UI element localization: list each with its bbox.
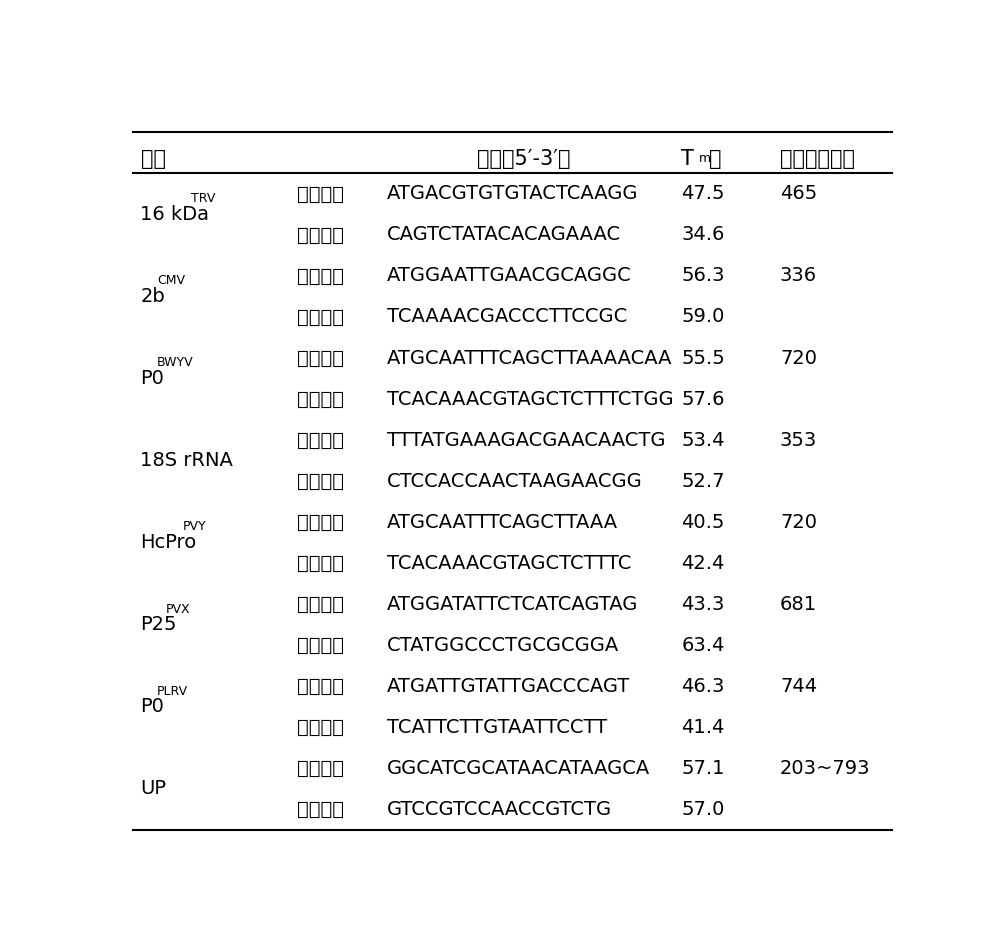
Text: CMV: CMV — [157, 275, 185, 287]
Text: ATGATTGTATTGACCCAGT: ATGATTGTATTGACCCAGT — [387, 677, 630, 696]
Text: （正向）: （正向） — [297, 348, 344, 367]
Text: 720: 720 — [780, 512, 817, 531]
Text: 16 kDa: 16 kDa — [140, 205, 210, 223]
Text: BWYV: BWYV — [157, 356, 194, 369]
Text: CTATGGCCCTGCGCGGA: CTATGGCCCTGCGCGGA — [387, 635, 619, 654]
Text: 18S rRNA: 18S rRNA — [140, 451, 233, 470]
Text: （正向）: （正向） — [297, 677, 344, 696]
Text: （反向）: （反向） — [297, 225, 344, 244]
Text: 值: 值 — [709, 149, 722, 169]
Text: GGCATCGCATAACATAAGCA: GGCATCGCATAACATAAGCA — [387, 759, 650, 777]
Text: （反向）: （反向） — [297, 389, 344, 408]
Text: 40.5: 40.5 — [681, 512, 725, 531]
Text: ATGGATATTCTCATCAGTAG: ATGGATATTCTCATCAGTAG — [387, 595, 638, 614]
Text: HcPro: HcPro — [140, 533, 197, 552]
Text: TCACAAACGTAGCTCTTTC: TCACAAACGTAGCTCTTTC — [387, 554, 631, 573]
Text: PVX: PVX — [166, 602, 190, 616]
Text: 34.6: 34.6 — [681, 225, 725, 244]
Text: TCAAAACGACCCTTCCGC: TCAAAACGACCCTTCCGC — [387, 308, 627, 327]
Text: PLRV: PLRV — [157, 685, 188, 698]
Text: 59.0: 59.0 — [681, 308, 725, 327]
Text: PVY: PVY — [182, 521, 206, 533]
Text: 序列（5′-3′）: 序列（5′-3′） — [477, 149, 571, 169]
Text: ATGGAATTGAACGCAGGC: ATGGAATTGAACGCAGGC — [387, 266, 632, 285]
Text: （反向）: （反向） — [297, 472, 344, 491]
Text: 41.4: 41.4 — [681, 718, 725, 737]
Text: UP: UP — [140, 779, 166, 798]
Text: 353: 353 — [780, 431, 817, 450]
Text: ATGACGTGTGTACTCAAGG: ATGACGTGTGTACTCAAGG — [387, 185, 638, 204]
Text: 引物: 引物 — [140, 149, 166, 169]
Text: （反向）: （反向） — [297, 635, 344, 654]
Text: 43.3: 43.3 — [681, 595, 725, 614]
Text: 46.3: 46.3 — [681, 677, 725, 696]
Text: （正向）: （正向） — [297, 595, 344, 614]
Text: 42.4: 42.4 — [681, 554, 725, 573]
Text: ATGCAATTTCAGCTTAAA: ATGCAATTTCAGCTTAAA — [387, 512, 618, 531]
Text: （正向）: （正向） — [297, 431, 344, 450]
Text: （正向）: （正向） — [297, 266, 344, 285]
Text: （反向）: （反向） — [297, 799, 344, 819]
Text: （反向）: （反向） — [297, 554, 344, 573]
Text: （正向）: （正向） — [297, 759, 344, 777]
Text: 720: 720 — [780, 348, 817, 367]
Text: 57.0: 57.0 — [681, 799, 725, 819]
Text: 52.7: 52.7 — [681, 472, 725, 491]
Text: TTTATGAAAGACGAACAACTG: TTTATGAAAGACGAACAACTG — [387, 431, 665, 450]
Text: P0: P0 — [140, 697, 164, 716]
Text: 465: 465 — [780, 185, 817, 204]
Text: GTCCGTCCAACCGTCTG: GTCCGTCCAACCGTCTG — [387, 799, 612, 819]
Text: TRV: TRV — [191, 192, 215, 205]
Text: T: T — [681, 149, 694, 169]
Text: 56.3: 56.3 — [681, 266, 725, 285]
Text: （反向）: （反向） — [297, 308, 344, 327]
Text: 扩增片段长度: 扩增片段长度 — [780, 149, 855, 169]
Text: （反向）: （反向） — [297, 718, 344, 737]
Text: 53.4: 53.4 — [681, 431, 725, 450]
Text: P0: P0 — [140, 369, 164, 388]
Text: 57.6: 57.6 — [681, 389, 725, 408]
Text: TCATTCTTGTAATTCCTT: TCATTCTTGTAATTCCTT — [387, 718, 607, 737]
Text: P25: P25 — [140, 616, 177, 634]
Text: 57.1: 57.1 — [681, 759, 725, 777]
Text: 47.5: 47.5 — [681, 185, 725, 204]
Text: TCACAAACGTAGCTCTTTCTGG: TCACAAACGTAGCTCTTTCTGG — [387, 389, 674, 408]
Text: m: m — [698, 152, 711, 166]
Text: 336: 336 — [780, 266, 817, 285]
Text: （正向）: （正向） — [297, 185, 344, 204]
Text: 203~793: 203~793 — [780, 759, 870, 777]
Text: （正向）: （正向） — [297, 512, 344, 531]
Text: ATGCAATTTCAGCTTAAAACAA: ATGCAATTTCAGCTTAAAACAA — [387, 348, 672, 367]
Text: 55.5: 55.5 — [681, 348, 725, 367]
Text: 744: 744 — [780, 677, 817, 696]
Text: 2b: 2b — [140, 287, 165, 306]
Text: 63.4: 63.4 — [681, 635, 725, 654]
Text: 681: 681 — [780, 595, 817, 614]
Text: CAGTCTATACACAGAAAC: CAGTCTATACACAGAAAC — [387, 225, 621, 244]
Text: CTCCACCAACTAAGAACGG: CTCCACCAACTAAGAACGG — [387, 472, 643, 491]
